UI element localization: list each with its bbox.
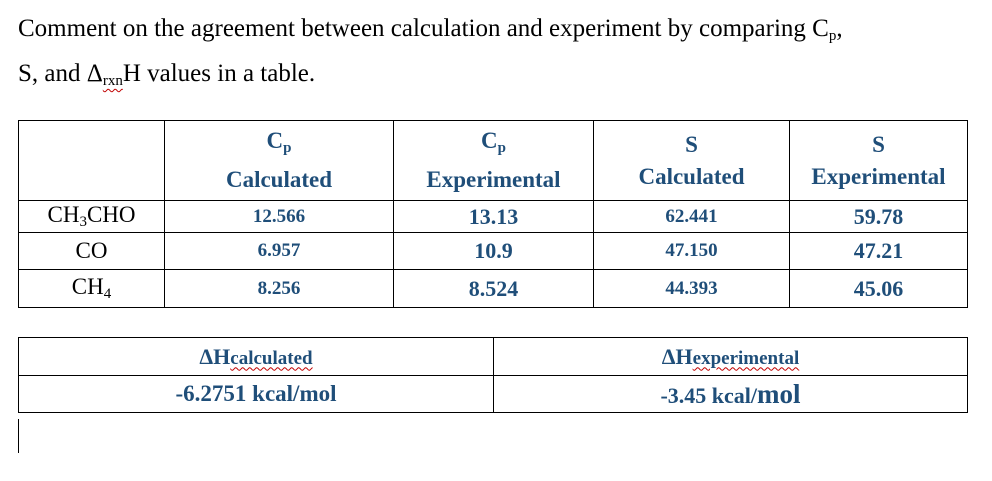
header-calculated-label: Calculated: [225, 167, 333, 192]
row-label-co: CO: [18, 232, 165, 270]
formula-part: CO: [75, 238, 108, 263]
formula-subscript: 4: [103, 286, 112, 302]
table-row: CH3CHO 12.566 13.13 62.441 59.78: [18, 200, 968, 233]
header-dh-calculated: ΔHcalculated: [18, 337, 494, 376]
formula-subscript: 3: [79, 214, 87, 230]
cell-s-experimental: 47.21: [789, 232, 968, 270]
header-cp-experimental: Cp Experimental: [393, 120, 594, 201]
cell-dh-experimental: -3.45 kcal/mol: [493, 375, 968, 413]
dh-exp-value: -3.45 kcal/: [660, 382, 758, 408]
header-cp-symbol: C: [266, 128, 284, 153]
header-calculated-label: Calculated: [638, 163, 745, 189]
cell-dh-calculated: -6.2751 kcal/mol: [18, 375, 494, 413]
cell-cp-experimental: 10.9: [393, 232, 594, 270]
enthalpy-header-row: ΔHcalculated ΔHexperimental: [18, 337, 968, 376]
formula-part: CH: [47, 202, 80, 227]
header-dh-experimental: ΔHexperimental: [493, 337, 968, 376]
cell-s-experimental: 45.06: [789, 269, 968, 308]
question-line1: Comment on the agreement between calcula…: [18, 15, 843, 44]
cell-s-calculated: 62.441: [593, 200, 790, 233]
cell-cp-calculated: 6.957: [164, 232, 394, 270]
question-line1-text: Comment on the agreement between calcula…: [18, 15, 829, 42]
question-line2-start: S, and Δ: [18, 60, 103, 87]
cell-s-experimental: 59.78: [789, 200, 968, 233]
cell-cp-experimental: 8.524: [393, 269, 594, 308]
cell-s-calculated: 47.150: [593, 232, 790, 270]
header-s-experimental: S Experimental: [789, 120, 968, 201]
cell-cp-experimental: 13.13: [393, 200, 594, 233]
header-empty-cell: [18, 120, 165, 201]
header-cp-subscript: p: [283, 140, 292, 156]
header-cp-subscript: p: [497, 140, 506, 156]
header-s-symbol: S: [685, 131, 698, 157]
dh-experimental-label: experimental: [692, 347, 800, 369]
dh-calculated-label: calculated: [230, 347, 313, 369]
cell-cp-calculated: 8.256: [164, 269, 394, 308]
question-line2: S, and ΔrxnH values in a table.: [18, 60, 316, 89]
question-line2-end: H values in a table.: [122, 60, 316, 87]
header-cp-symbol: C: [481, 128, 498, 153]
question-line1-end: ,: [836, 15, 843, 42]
enthalpy-table: ΔHcalculated ΔHexperimental -6.2751 kcal…: [18, 337, 968, 413]
header-experimental-label: Experimental: [811, 163, 946, 189]
question-cp-subscript: p: [828, 28, 837, 44]
text-cursor: [18, 419, 19, 453]
formula-part: CHO: [86, 202, 136, 227]
formula-part: CH: [71, 274, 104, 299]
table-row: CO 6.957 10.9 47.150 47.21: [18, 232, 968, 270]
cell-cp-calculated: 12.566: [164, 200, 394, 233]
question-rxn-subscript: rxn: [102, 73, 123, 89]
row-label-ch4: CH4: [18, 269, 165, 308]
dh-exp-unit: mol: [757, 378, 801, 409]
dh-symbol: ΔH: [661, 343, 693, 369]
header-cp-calculated: Cp Calculated: [164, 120, 394, 201]
header-s-symbol: S: [872, 131, 885, 157]
row-label-ch3cho: CH3CHO: [18, 200, 165, 233]
dh-symbol: ΔH: [199, 343, 231, 369]
enthalpy-value-row: -6.2751 kcal/mol -3.45 kcal/mol: [18, 375, 968, 413]
properties-table: Cp Calculated Cp Experimental S Calculat…: [18, 120, 968, 308]
question-text: Comment on the agreement between calcula…: [18, 10, 983, 100]
cell-s-calculated: 44.393: [593, 269, 790, 308]
table-row: CH4 8.256 8.524 44.393 45.06: [18, 269, 968, 308]
header-s-calculated: S Calculated: [593, 120, 790, 201]
properties-header-row: Cp Calculated Cp Experimental S Calculat…: [18, 120, 968, 201]
header-experimental-label: Experimental: [426, 167, 561, 192]
